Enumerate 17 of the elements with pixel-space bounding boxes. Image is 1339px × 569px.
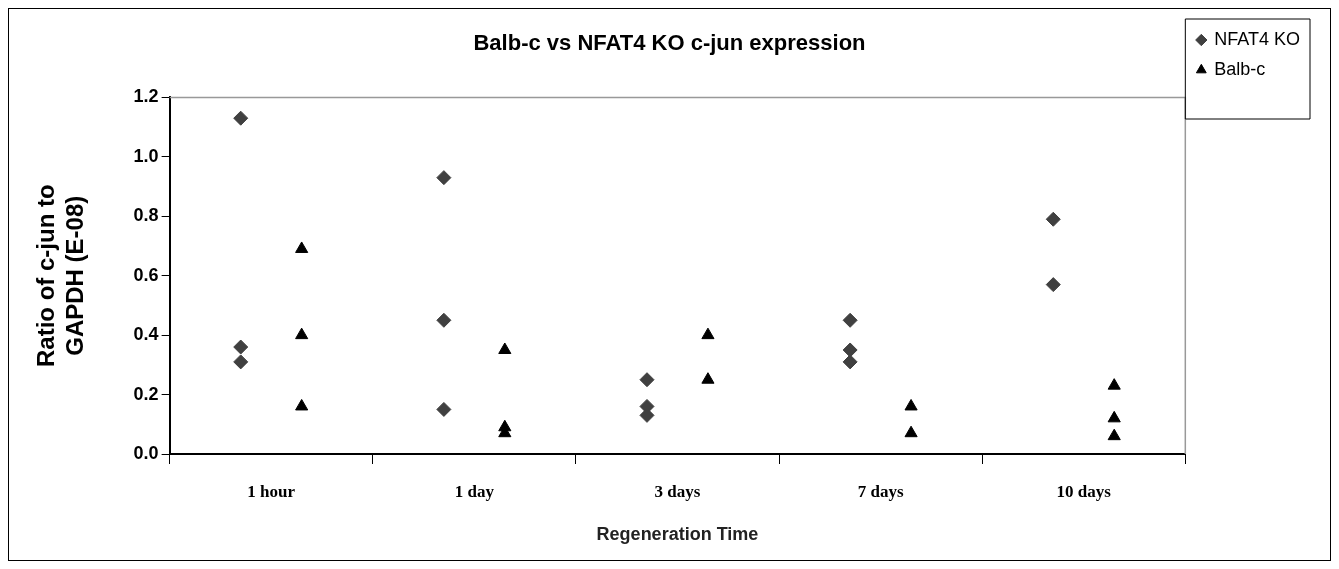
y-tick-label: 1.0 <box>133 145 159 166</box>
y-tick-label: 0.0 <box>133 442 159 463</box>
x-tick-label: 3 days <box>654 481 701 501</box>
chart-title: Balb-c vs NFAT4 KO c-jun expression <box>473 30 866 56</box>
x-tick-label: 10 days <box>1056 481 1112 501</box>
x-axis-title: Regeneration Time <box>596 524 759 545</box>
legend-label: Balb-c <box>1214 58 1266 79</box>
x-tick-label: 1 day <box>454 481 495 501</box>
x-tick-label: 7 days <box>857 481 904 501</box>
y-tick-label: 1.2 <box>133 86 159 107</box>
y-tick-label: 0.6 <box>133 264 159 285</box>
legend-label: NFAT4 KO <box>1214 28 1300 49</box>
y-tick-label: 0.4 <box>133 324 159 345</box>
y-tick-label: 0.8 <box>133 205 159 226</box>
y-tick-label: 0.2 <box>133 383 159 404</box>
x-tick-label: 1 hour <box>247 481 296 501</box>
y-axis-title: Ratio of c-jun to GAPDH (E-08) <box>32 184 88 368</box>
